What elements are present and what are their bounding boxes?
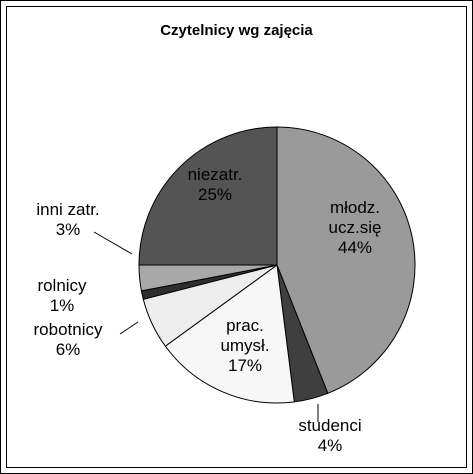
pie-slice (138, 126, 278, 266)
slice-value-label: 4% (317, 436, 343, 455)
slice-label: robotnicy (33, 320, 103, 339)
pie-slice (276, 126, 416, 394)
inner-border (6, 6, 467, 468)
slice-value-label: 44% (337, 238, 373, 257)
slice-label: niezatr. (187, 165, 243, 184)
leader-line (93, 231, 133, 255)
chart-title: Czytelnicy wg zajęcia (160, 22, 313, 39)
slice-label: inni zatr. (36, 200, 100, 219)
slice-value-label: 6% (55, 340, 81, 359)
slice-label: rolnicy (37, 276, 87, 295)
slice-value-label: 17% (227, 356, 263, 375)
slice-value-label: 25% (197, 185, 233, 204)
slice-value-label: 3% (55, 220, 81, 239)
slice-label: młodz. ucz.się (328, 198, 382, 237)
slice-value-label: 1% (49, 296, 75, 315)
leader-line (119, 321, 139, 335)
slice-label: prac. umysł. (220, 316, 270, 355)
slice-label: studenci (298, 416, 362, 435)
pie-slice (164, 264, 295, 404)
